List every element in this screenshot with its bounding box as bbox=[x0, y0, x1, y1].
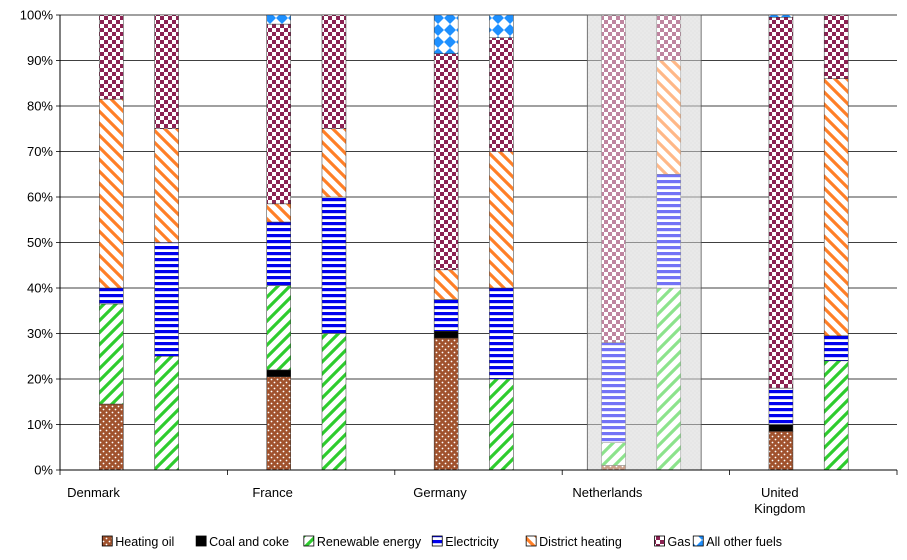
bar-segment-electricity bbox=[601, 342, 626, 443]
bar-segment-gas bbox=[601, 14, 626, 343]
bar-segment-renewable-energy bbox=[266, 285, 291, 371]
bar-segment-electricity bbox=[99, 287, 124, 305]
x-category-label-united-kingdom: United Kingdom bbox=[754, 485, 805, 516]
bar-segment-gas bbox=[656, 14, 682, 61]
bar-segment-gas bbox=[266, 23, 291, 205]
bar-segment-gas bbox=[823, 14, 849, 79]
legend-item-coal-and-coke: Coal and coke bbox=[195, 535, 289, 549]
bar-segment-all-other-fuels bbox=[489, 14, 514, 38]
legend-item-renewable-energy: Renewable energy bbox=[303, 535, 422, 549]
bar-segment-heating-oil bbox=[768, 431, 794, 471]
bar-segment-gas bbox=[433, 53, 459, 271]
x-category-label-france: France bbox=[252, 485, 292, 500]
legend: Heating oil Coal and coke Renewable energy… bbox=[101, 535, 782, 549]
legend-label: Electricity bbox=[445, 535, 499, 549]
bar-segment-coal-and-coke bbox=[433, 330, 459, 339]
bar-segment-electricity bbox=[823, 335, 849, 362]
x-category-label-denmark: Denmark bbox=[67, 485, 120, 500]
legend-label: District heating bbox=[539, 535, 622, 549]
bar-segment-district-heating bbox=[154, 128, 179, 243]
gridlines bbox=[60, 14, 897, 471]
bar-segment-electricity bbox=[433, 299, 459, 332]
legend-swatch bbox=[101, 535, 113, 547]
bar-segment-electricity bbox=[321, 196, 347, 334]
legend-label: All other fuels bbox=[706, 535, 782, 549]
bar-segment-renewable-energy bbox=[321, 333, 347, 471]
x-category-label-germany: Germany bbox=[413, 485, 467, 500]
bar-segment-gas bbox=[768, 17, 794, 389]
y-tick-label: 80% bbox=[27, 99, 53, 114]
y-tick-label: 70% bbox=[27, 144, 53, 159]
legend-item-electricity: Electricity bbox=[431, 535, 499, 549]
bar-segment-electricity bbox=[266, 221, 291, 286]
bar-segment-district-heating bbox=[99, 98, 124, 289]
bar-segment-electricity bbox=[154, 242, 179, 357]
bar-segment-all-other-fuels bbox=[266, 14, 291, 25]
bar-segment-gas bbox=[489, 37, 514, 152]
legend-label: Heating oil bbox=[115, 535, 174, 549]
legend-swatch bbox=[654, 535, 665, 547]
bar-segment-district-heating bbox=[656, 60, 682, 175]
x-category-labels: Denmark France Germany Netherlands United Kin… bbox=[67, 485, 805, 516]
axes bbox=[56, 14, 898, 475]
bar-segment-all-other-fuels bbox=[433, 14, 459, 54]
bar-segment-gas bbox=[154, 14, 179, 129]
y-tick-label: 20% bbox=[27, 372, 53, 387]
bar-segment-renewable-energy bbox=[154, 356, 179, 471]
highlight-veil bbox=[586, 14, 702, 471]
bar-segment-electricity bbox=[489, 287, 514, 380]
y-tick-label: 40% bbox=[27, 281, 53, 296]
bar-segment-district-heating bbox=[489, 151, 514, 289]
y-tick-label: 10% bbox=[27, 417, 53, 432]
legend-swatch bbox=[303, 535, 315, 547]
x-category-label-netherlands: Netherlands bbox=[572, 485, 643, 500]
legend-label: Renewable energy bbox=[317, 535, 422, 549]
bar-segment-heating-oil bbox=[266, 376, 291, 471]
legend-item-all-other-fuels: All other fuels bbox=[692, 535, 782, 549]
bar-segment-heating-oil bbox=[433, 337, 459, 471]
legend-swatch bbox=[195, 535, 207, 547]
bars bbox=[99, 14, 849, 471]
bar-segment-district-heating bbox=[823, 78, 849, 337]
bar-segment-renewable-energy bbox=[99, 303, 124, 405]
y-tick-label: 50% bbox=[27, 235, 53, 250]
legend-swatch bbox=[431, 535, 443, 547]
y-tick-label: 100% bbox=[20, 8, 54, 23]
y-tick-label: 90% bbox=[27, 53, 53, 68]
legend-item-gas: Gas bbox=[654, 535, 691, 549]
bar-segment-coal-and-coke bbox=[266, 369, 291, 377]
bar-segment-gas bbox=[321, 14, 347, 129]
bar-segment-heating-oil bbox=[99, 403, 124, 471]
bar-segment-electricity bbox=[656, 174, 682, 289]
y-tick-label: 30% bbox=[27, 326, 53, 341]
bar-segment-district-heating bbox=[321, 128, 347, 198]
bar-segment-renewable-energy bbox=[823, 360, 849, 471]
y-tick-label: 60% bbox=[27, 190, 53, 205]
bar-segment-district-heating bbox=[266, 203, 291, 223]
bar-segment-gas bbox=[99, 14, 124, 100]
y-tick-labels: 0% 10% 20% 30% 40% 50% 60% 70% 80% 90% 100% bbox=[20, 8, 54, 478]
y-tick-label: 0% bbox=[34, 463, 53, 478]
legend-label: Coal and coke bbox=[209, 535, 289, 549]
bar-segment-renewable-energy bbox=[489, 378, 514, 471]
bar-segment-renewable-energy bbox=[656, 287, 682, 471]
legend-swatch bbox=[692, 535, 704, 547]
legend-item-district-heating: District heating bbox=[525, 535, 622, 549]
bar-segment-all-other-fuels bbox=[768, 14, 794, 18]
bar-segment-electricity bbox=[768, 387, 794, 425]
legend-swatch bbox=[525, 535, 537, 547]
bar-segment-coal-and-coke bbox=[768, 424, 794, 432]
legend-item-heating-oil: Heating oil bbox=[101, 535, 174, 549]
bar-segment-district-heating bbox=[433, 269, 459, 300]
legend-label: Gas bbox=[668, 535, 691, 549]
highlight-veil-rect bbox=[586, 14, 702, 471]
